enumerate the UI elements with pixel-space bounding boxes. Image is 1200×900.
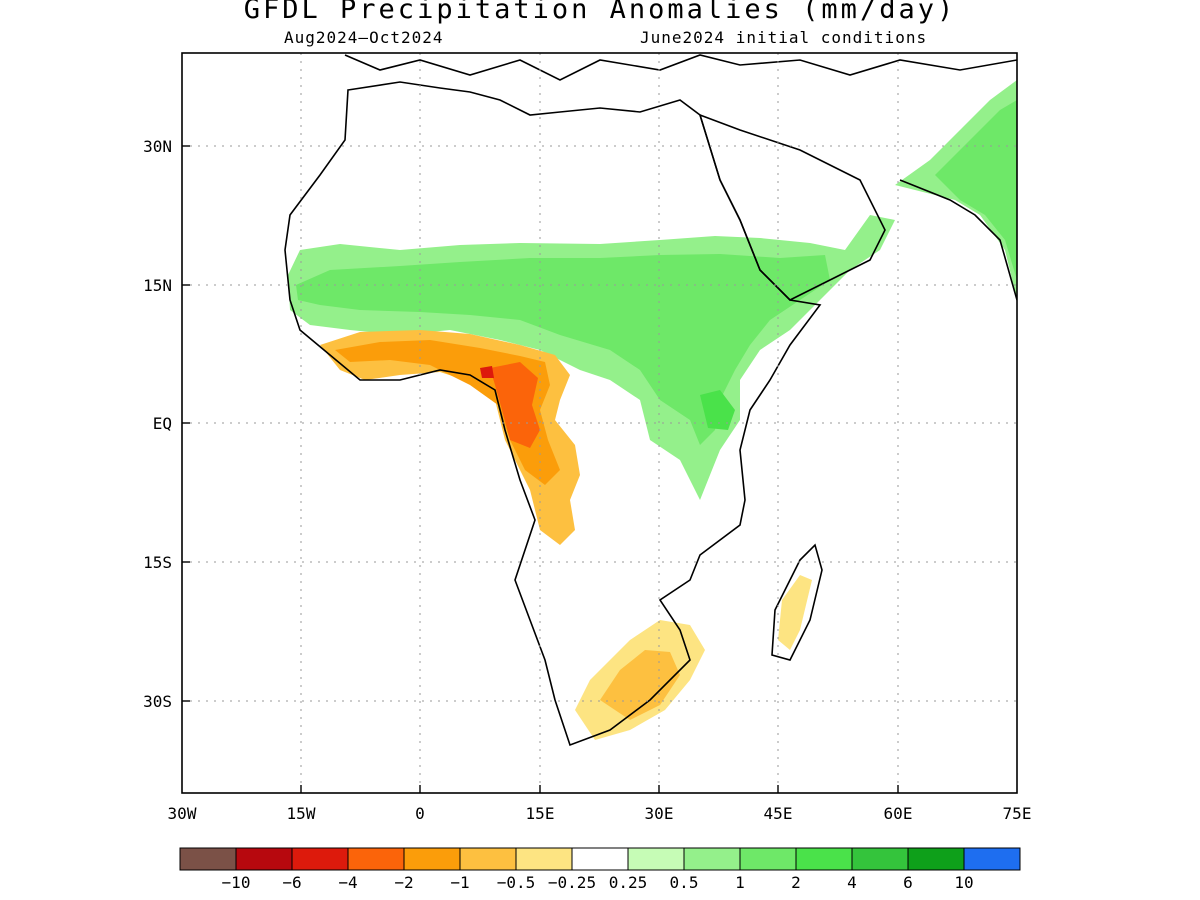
- colorbar-label: 0.5: [670, 873, 699, 892]
- y-tick-label: 30S: [143, 692, 172, 711]
- colorbar-label: 4: [847, 873, 857, 892]
- anomaly-field: [288, 80, 1017, 740]
- madagascar-coastline: [771, 543, 823, 661]
- colorbar-swatch: [179, 847, 237, 871]
- colorbar: [179, 847, 1021, 871]
- colorbar-swatch: [795, 847, 853, 871]
- y-tick-label: 30N: [143, 137, 172, 156]
- colorbar-label: −0.25: [548, 873, 596, 892]
- colorbar-label: −10: [222, 873, 251, 892]
- x-tick-label: 45E: [764, 804, 793, 823]
- gridlines: [182, 53, 1017, 793]
- india-coastline: [899, 179, 1017, 301]
- y-tick-label: 15S: [143, 553, 172, 572]
- cameroon-dry-peak: [480, 366, 494, 378]
- colorbar-labels: −10 −6 −4 −2 −1 −0.5 −0.25 0.25 0.5 1 2 4 6 10: [222, 873, 974, 892]
- india-wet-core: [935, 100, 1017, 280]
- colorbar-label: −6: [282, 873, 301, 892]
- x-tick-label: 60E: [884, 804, 913, 823]
- colorbar-label: −2: [394, 873, 413, 892]
- colorbar-label: −1: [450, 873, 469, 892]
- africa-coastline: [284, 81, 822, 747]
- colorbar-swatch: [907, 847, 965, 871]
- sahel-wet-core: [296, 254, 830, 445]
- tick-marks: [182, 145, 899, 793]
- arabia-coastline: [698, 113, 886, 301]
- colorbar-swatch: [571, 847, 629, 871]
- madagascar-dry-anomaly: [778, 575, 812, 650]
- colorbar-label: 6: [903, 873, 913, 892]
- colorbar-swatch: [459, 847, 517, 871]
- x-tick-label: 30W: [168, 804, 197, 823]
- colorbar-swatch: [291, 847, 349, 871]
- coastlines: [284, 54, 1017, 747]
- colorbar-label: 0.25: [609, 873, 648, 892]
- colorbar-swatch: [347, 847, 405, 871]
- colorbar-swatch: [235, 847, 293, 871]
- colorbar-label: −4: [338, 873, 357, 892]
- page-title: GFDL Precipitation Anomalies (mm/day): [243, 0, 957, 25]
- colorbar-swatch: [403, 847, 461, 871]
- x-tick-label: 30E: [645, 804, 674, 823]
- colorbar-label: 2: [791, 873, 801, 892]
- x-tick-label: 15W: [287, 804, 316, 823]
- x-tick-label: 15E: [526, 804, 555, 823]
- colorbar-swatch: [739, 847, 797, 871]
- x-tick-label: 75E: [1003, 804, 1032, 823]
- colorbar-label: 1: [735, 873, 745, 892]
- colorbar-label: −0.5: [497, 873, 536, 892]
- colorbar-swatch: [515, 847, 573, 871]
- initial-conditions: June2024 initial conditions: [640, 28, 928, 47]
- ethiopia-wet-core: [700, 390, 735, 430]
- forecast-period: Aug2024–Oct2024: [284, 28, 444, 47]
- colorbar-swatch: [963, 847, 1021, 871]
- colorbar-swatch: [683, 847, 741, 871]
- y-tick-label: EQ: [153, 414, 172, 433]
- y-tick-label: 15N: [143, 276, 172, 295]
- cameroon-dry-core: [490, 362, 540, 448]
- colorbar-label: 10: [954, 873, 973, 892]
- x-tick-label: 0: [415, 804, 425, 823]
- europe-coastline: [344, 54, 1017, 81]
- colorbar-swatch: [851, 847, 909, 871]
- south-africa-dry-core: [600, 650, 680, 720]
- colorbar-swatch: [627, 847, 685, 871]
